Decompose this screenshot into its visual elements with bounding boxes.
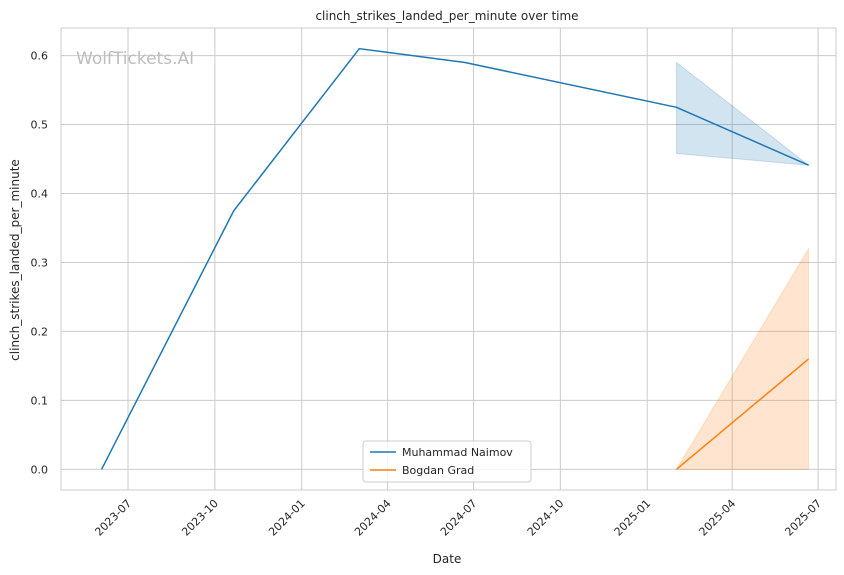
- y-tick-label: 0.1: [31, 394, 49, 407]
- y-tick-label: 0.3: [31, 256, 49, 269]
- x-tick-label: 2024-01: [266, 497, 308, 539]
- y-axis-label: clinch_strikes_landed_per_minute: [8, 159, 22, 361]
- x-tick-label: 2025-01: [612, 497, 654, 539]
- y-tick-label: 0.2: [31, 325, 49, 338]
- watermark: WolfTickets.AI: [76, 49, 194, 69]
- confidence-band: [675, 246, 810, 470]
- y-tick-label: 0.5: [31, 119, 49, 132]
- x-axis-ticks: 2023-07 2023-10 2024-01 2024-04 2024-07 2024-…: [92, 497, 824, 539]
- x-tick-label: 2024-04: [352, 497, 394, 539]
- x-tick-label: 2025-04: [697, 497, 739, 539]
- series-line: [675, 358, 810, 470]
- y-tick-label: 0.6: [31, 50, 49, 63]
- chart-title: clinch_strikes_landed_per_minute over ti…: [315, 9, 578, 23]
- x-tick-label: 2024-07: [438, 497, 480, 539]
- confidence-band: [675, 61, 811, 166]
- plot-frame: [60, 27, 837, 491]
- x-axis-label: Date: [433, 552, 462, 566]
- y-tick-label: 0.4: [31, 187, 49, 200]
- x-tick-label: 2023-10: [179, 497, 221, 539]
- x-tick-label: 2025-07: [782, 497, 824, 539]
- grid: [61, 28, 836, 490]
- series-line: [100, 47, 809, 470]
- x-tick-label: 2024-10: [525, 497, 567, 539]
- series-lines: [100, 47, 810, 470]
- y-tick-label: 0.0: [31, 463, 49, 476]
- y-axis-ticks: 0.0 0.1 0.2 0.3 0.4 0.5 0.6: [31, 50, 49, 477]
- legend-label: Muhammad Naimov: [402, 446, 513, 459]
- x-tick-label: 2023-07: [92, 497, 134, 539]
- legend: Muhammad Naimov Bogdan Grad: [362, 440, 532, 483]
- legend-label: Bogdan Grad: [402, 464, 474, 477]
- confidence-bands: [675, 61, 811, 470]
- legend-box: [362, 440, 532, 483]
